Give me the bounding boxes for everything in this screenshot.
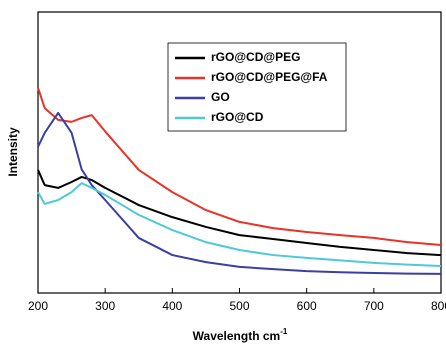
legend-label: rGO@CD@PEG (211, 50, 300, 64)
line-series (37, 182, 442, 268)
x-tick-label: 300 (95, 299, 115, 313)
legend-label: rGO@CD (211, 110, 264, 124)
x-axis-label-sup: -1 (280, 327, 288, 336)
x-tick-label: 600 (297, 299, 317, 313)
line-series (37, 87, 442, 246)
x-axis-label-main: Wavelength cm (193, 329, 281, 343)
line-series (37, 111, 442, 275)
x-tick-label: 200 (28, 299, 48, 313)
x-tick-label: 400 (162, 299, 182, 313)
x-tick-label: 800 (431, 299, 446, 313)
line-series (37, 169, 442, 257)
x-axis-label: Wavelength cm-1 (193, 327, 288, 343)
legend-label: GO (211, 90, 230, 104)
legend-label: rGO@CD@PEG@FA (211, 70, 328, 84)
x-tick-label: 500 (229, 299, 249, 313)
y-axis-label: Intensity (6, 127, 20, 177)
x-tick-label: 700 (364, 299, 384, 313)
